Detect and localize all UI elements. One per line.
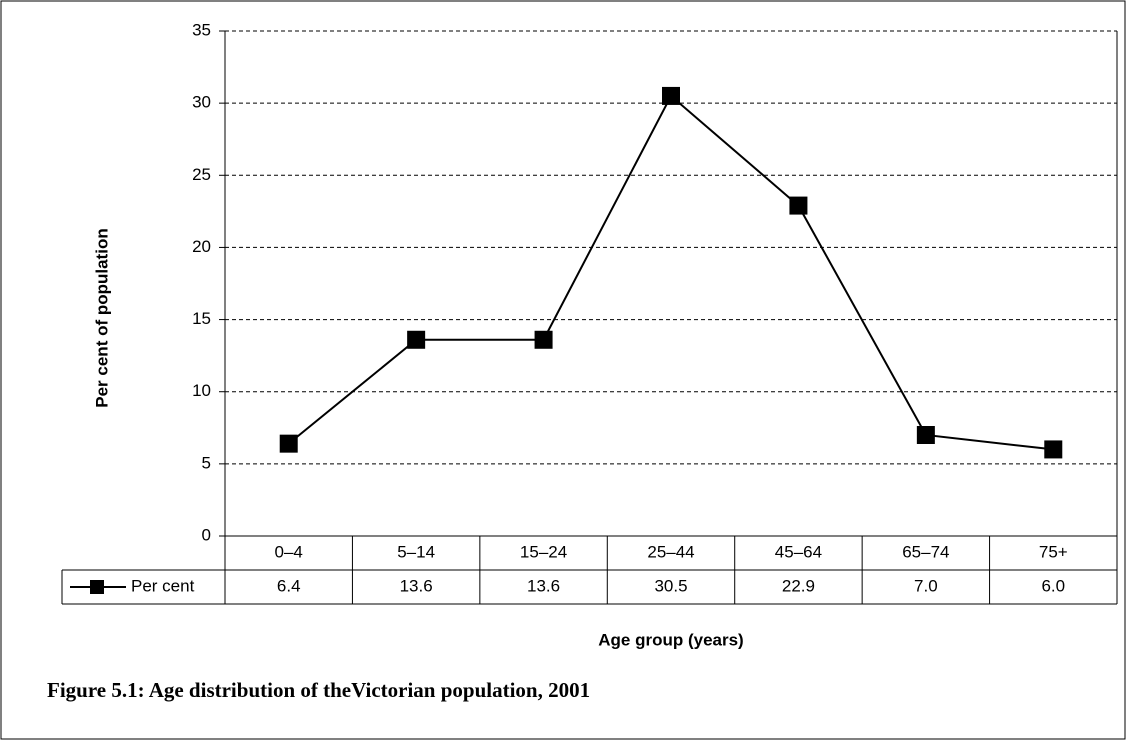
table-value: 30.5 (654, 576, 687, 595)
table-value: 7.0 (914, 576, 938, 595)
legend-label: Per cent (131, 576, 195, 595)
y-axis-label: Per cent of population (92, 228, 111, 407)
y-tick-label: 35 (192, 20, 211, 39)
caption: Figure 5.1: Age distribution of theVicto… (47, 678, 590, 702)
marker (407, 330, 426, 349)
marker (662, 86, 680, 105)
marker (789, 196, 808, 215)
y-tick-label: 5 (202, 453, 211, 472)
marker (534, 330, 553, 349)
y-tick-label: 20 (192, 237, 211, 256)
x-tick-label: 5–14 (397, 542, 435, 561)
x-tick-label: 15–24 (520, 542, 567, 561)
marker (916, 426, 935, 444)
table-value: 13.6 (400, 576, 433, 595)
table-value: 6.0 (1041, 576, 1065, 595)
table-value: 6.4 (277, 576, 301, 595)
y-tick-label: 10 (192, 381, 211, 400)
table-value: 13.6 (527, 576, 560, 595)
y-tick-label: 15 (192, 309, 211, 328)
y-tick-label: 25 (192, 165, 211, 184)
marker (279, 434, 298, 453)
y-tick-label: 30 (192, 93, 211, 112)
x-tick-label: 25–44 (647, 542, 694, 561)
legend-marker (90, 580, 104, 594)
x-tick-label: 45–64 (775, 542, 822, 561)
x-tick-label: 0–4 (275, 542, 303, 561)
marker (1044, 440, 1063, 459)
x-tick-label: 65–74 (902, 542, 949, 561)
y-tick-label: 0 (202, 525, 211, 544)
x-axis-label: Age group (years) (598, 630, 743, 649)
series-line (288, 94, 1054, 451)
table-value: 22.9 (782, 576, 815, 595)
x-tick-label: 75+ (1039, 542, 1068, 561)
